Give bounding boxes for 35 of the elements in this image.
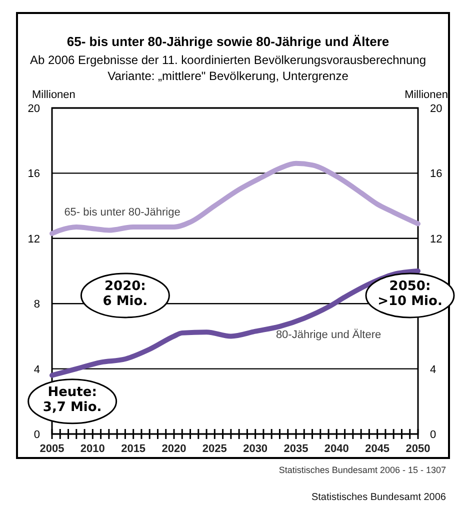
y2-tick-label: 16 <box>430 168 442 180</box>
x-tick-label: 2050 <box>406 443 430 455</box>
x-tick-label: 2045 <box>365 443 390 455</box>
y2-tick-label: 0 <box>430 429 436 441</box>
y2-tick-label: 12 <box>430 233 442 246</box>
text: Statistisches Bundesamt 2006 - 15 - 1307 <box>278 465 446 475</box>
chart-subtitle: Ab 2006 Ergebnisse der 11. koordinierten Bevölkerungsvorausberechnung Variante: „mittlere" Bevölkerung, Untergrenze <box>30 53 426 83</box>
y-tick-label: 16 <box>28 168 40 180</box>
y-tick-label: 8 <box>34 298 40 311</box>
annotation: 2050: >10 Mio. <box>378 278 442 309</box>
x-tick-label: 2010 <box>80 443 105 455</box>
annotation: Heute: 3,7 Mio. <box>42 384 102 415</box>
text: Statistisches Bundesamt 2006 <box>311 492 446 503</box>
y2-tick-label: 4 <box>430 364 436 376</box>
x-tick-label: 2035 <box>284 443 308 455</box>
y-tick-label: 20 <box>28 103 40 115</box>
callout: 2020: 6 Mio. <box>80 272 170 318</box>
x-tick-label: 2040 <box>324 443 349 455</box>
x-tick-label: 2015 <box>121 443 146 455</box>
y-tick-label: 4 <box>34 364 40 376</box>
y2-tick-label: 20 <box>430 103 442 115</box>
y-tick-label: 12 <box>28 233 40 246</box>
callout: 2050: >10 Mio. <box>365 272 455 318</box>
series-label: 65- bis unter 80-Jährige <box>64 206 180 219</box>
series-label: 80-Jährige und Ältere <box>276 328 382 341</box>
x-tick-label: 2025 <box>202 443 227 455</box>
x-tick-label: 2005 <box>40 443 64 455</box>
y2-axis-title: Millionen <box>404 89 448 101</box>
x-tick-label: 2020 <box>162 443 186 455</box>
x-tick-label: 2030 <box>243 443 268 455</box>
annotation: 2020: 6 Mio. <box>102 278 148 309</box>
y-tick-label: 0 <box>34 429 40 441</box>
callout: Heute: 3,7 Mio. <box>28 378 118 424</box>
chart-title: 65- bis unter 80-Jährige sowie 80-Jährige und Ältere <box>66 34 390 49</box>
y-axis-title: Millionen <box>32 89 76 101</box>
